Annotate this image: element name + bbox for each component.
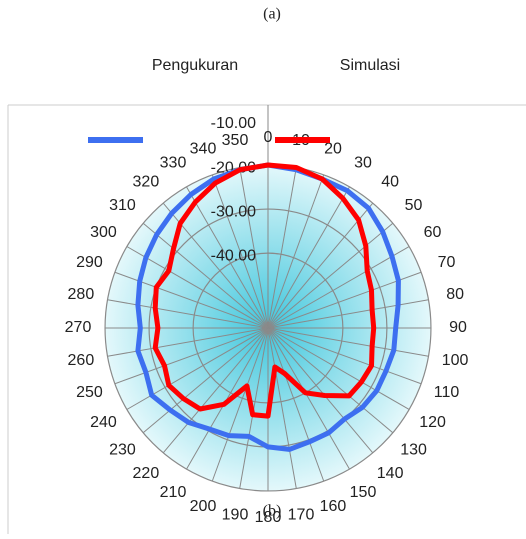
angle-label: 170 [288, 506, 315, 523]
caption: (a) [263, 6, 281, 23]
grid-spoke [267, 327, 410, 410]
grid-spoke [239, 167, 269, 329]
grid-spoke [267, 327, 374, 454]
grid-spoke [267, 327, 350, 470]
angle-label: 330 [160, 155, 187, 172]
grid-spoke [267, 167, 297, 329]
grid-spoke [162, 327, 269, 454]
angle-label: 200 [190, 498, 217, 515]
legend-label: Simulasi [340, 57, 400, 74]
angle-label: 220 [133, 465, 160, 482]
angle-label: 190 [222, 506, 249, 523]
angle-label: 320 [133, 174, 160, 191]
grid-spoke [211, 174, 269, 329]
r-tick-label: -40.00 [211, 247, 256, 264]
angle-label: 50 [405, 197, 423, 214]
grid-spoke [267, 202, 374, 329]
r-tick-label: -30.00 [211, 203, 256, 220]
legend-label: Pengukuran [152, 57, 238, 74]
grid-spoke [267, 174, 325, 329]
grid-spoke [114, 327, 269, 385]
grid-spoke [267, 327, 297, 489]
angle-label: 140 [377, 465, 404, 482]
grid-spoke [267, 222, 394, 329]
angle-label: 240 [90, 414, 117, 431]
grid-spoke [267, 327, 325, 482]
angle-label: 290 [76, 254, 103, 271]
series-line [135, 162, 401, 452]
angle-label: 250 [76, 384, 103, 401]
grid-spoke [267, 327, 422, 385]
angle-label: 80 [446, 286, 464, 303]
angle-label: 310 [109, 197, 136, 214]
angle-label: 20 [324, 141, 342, 158]
angle-label: 0 [264, 129, 273, 146]
grid-spoke [267, 327, 429, 357]
grid-spoke [211, 327, 269, 482]
grid-spoke [107, 327, 269, 357]
grid-spoke [267, 246, 410, 329]
angle-label: 260 [68, 352, 95, 369]
angle-label: 100 [442, 352, 469, 369]
grid-spoke [186, 186, 269, 329]
angle-label: 30 [354, 155, 372, 172]
angle-label: 150 [350, 484, 377, 501]
angle-label: 300 [90, 224, 117, 241]
grid-spoke [142, 222, 269, 329]
angle-label: 230 [109, 441, 136, 458]
angle-label: 90 [449, 319, 467, 336]
series-line [152, 162, 377, 419]
grid-spoke [267, 186, 350, 329]
angle-label: 210 [160, 484, 187, 501]
angle-label: 160 [320, 498, 347, 515]
grid-spoke [267, 299, 429, 329]
angle-label: 350 [222, 132, 249, 149]
angle-label: 60 [424, 224, 442, 241]
grid-spoke [267, 271, 422, 329]
caption: (b) [263, 503, 282, 520]
angle-label: 130 [400, 441, 427, 458]
angle-label: 280 [68, 286, 95, 303]
angle-label: 110 [434, 384, 460, 401]
angle-label: 40 [381, 174, 399, 191]
grid-spoke [107, 299, 269, 329]
angle-label: 270 [65, 319, 92, 336]
angle-label: 180 [255, 509, 282, 526]
r-tick-label: -10.00 [211, 115, 256, 132]
grid-spoke [126, 246, 269, 329]
grid-spoke [142, 327, 269, 434]
angle-label: 340 [190, 141, 217, 158]
angle-label: 120 [419, 414, 446, 431]
grid-spoke [267, 327, 394, 434]
angle-label: 70 [438, 254, 456, 271]
r-tick-label: -20.00 [211, 159, 256, 176]
